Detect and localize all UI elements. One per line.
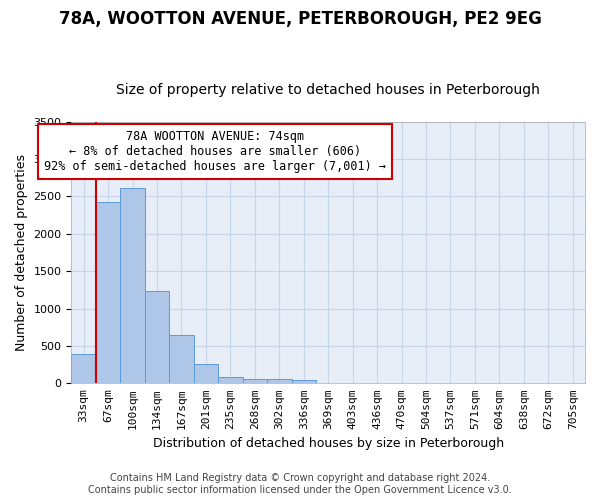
- Text: 78A, WOOTTON AVENUE, PETERBOROUGH, PE2 9EG: 78A, WOOTTON AVENUE, PETERBOROUGH, PE2 9…: [59, 10, 541, 28]
- Bar: [121, 188, 145, 384]
- Y-axis label: Number of detached properties: Number of detached properties: [15, 154, 28, 351]
- X-axis label: Distribution of detached houses by size in Peterborough: Distribution of detached houses by size …: [152, 437, 504, 450]
- Bar: [145, 290, 169, 384]
- Bar: [71, 354, 96, 384]
- Bar: [169, 336, 194, 384]
- Bar: [218, 376, 242, 384]
- Text: Contains HM Land Registry data © Crown copyright and database right 2024.
Contai: Contains HM Land Registry data © Crown c…: [88, 474, 512, 495]
- Bar: [242, 379, 267, 384]
- Title: Size of property relative to detached houses in Peterborough: Size of property relative to detached ho…: [116, 83, 540, 97]
- Bar: [292, 380, 316, 384]
- Bar: [194, 364, 218, 384]
- Bar: [96, 202, 121, 384]
- Bar: [267, 379, 292, 384]
- Text: 78A WOOTTON AVENUE: 74sqm
← 8% of detached houses are smaller (606)
92% of semi-: 78A WOOTTON AVENUE: 74sqm ← 8% of detach…: [44, 130, 386, 172]
